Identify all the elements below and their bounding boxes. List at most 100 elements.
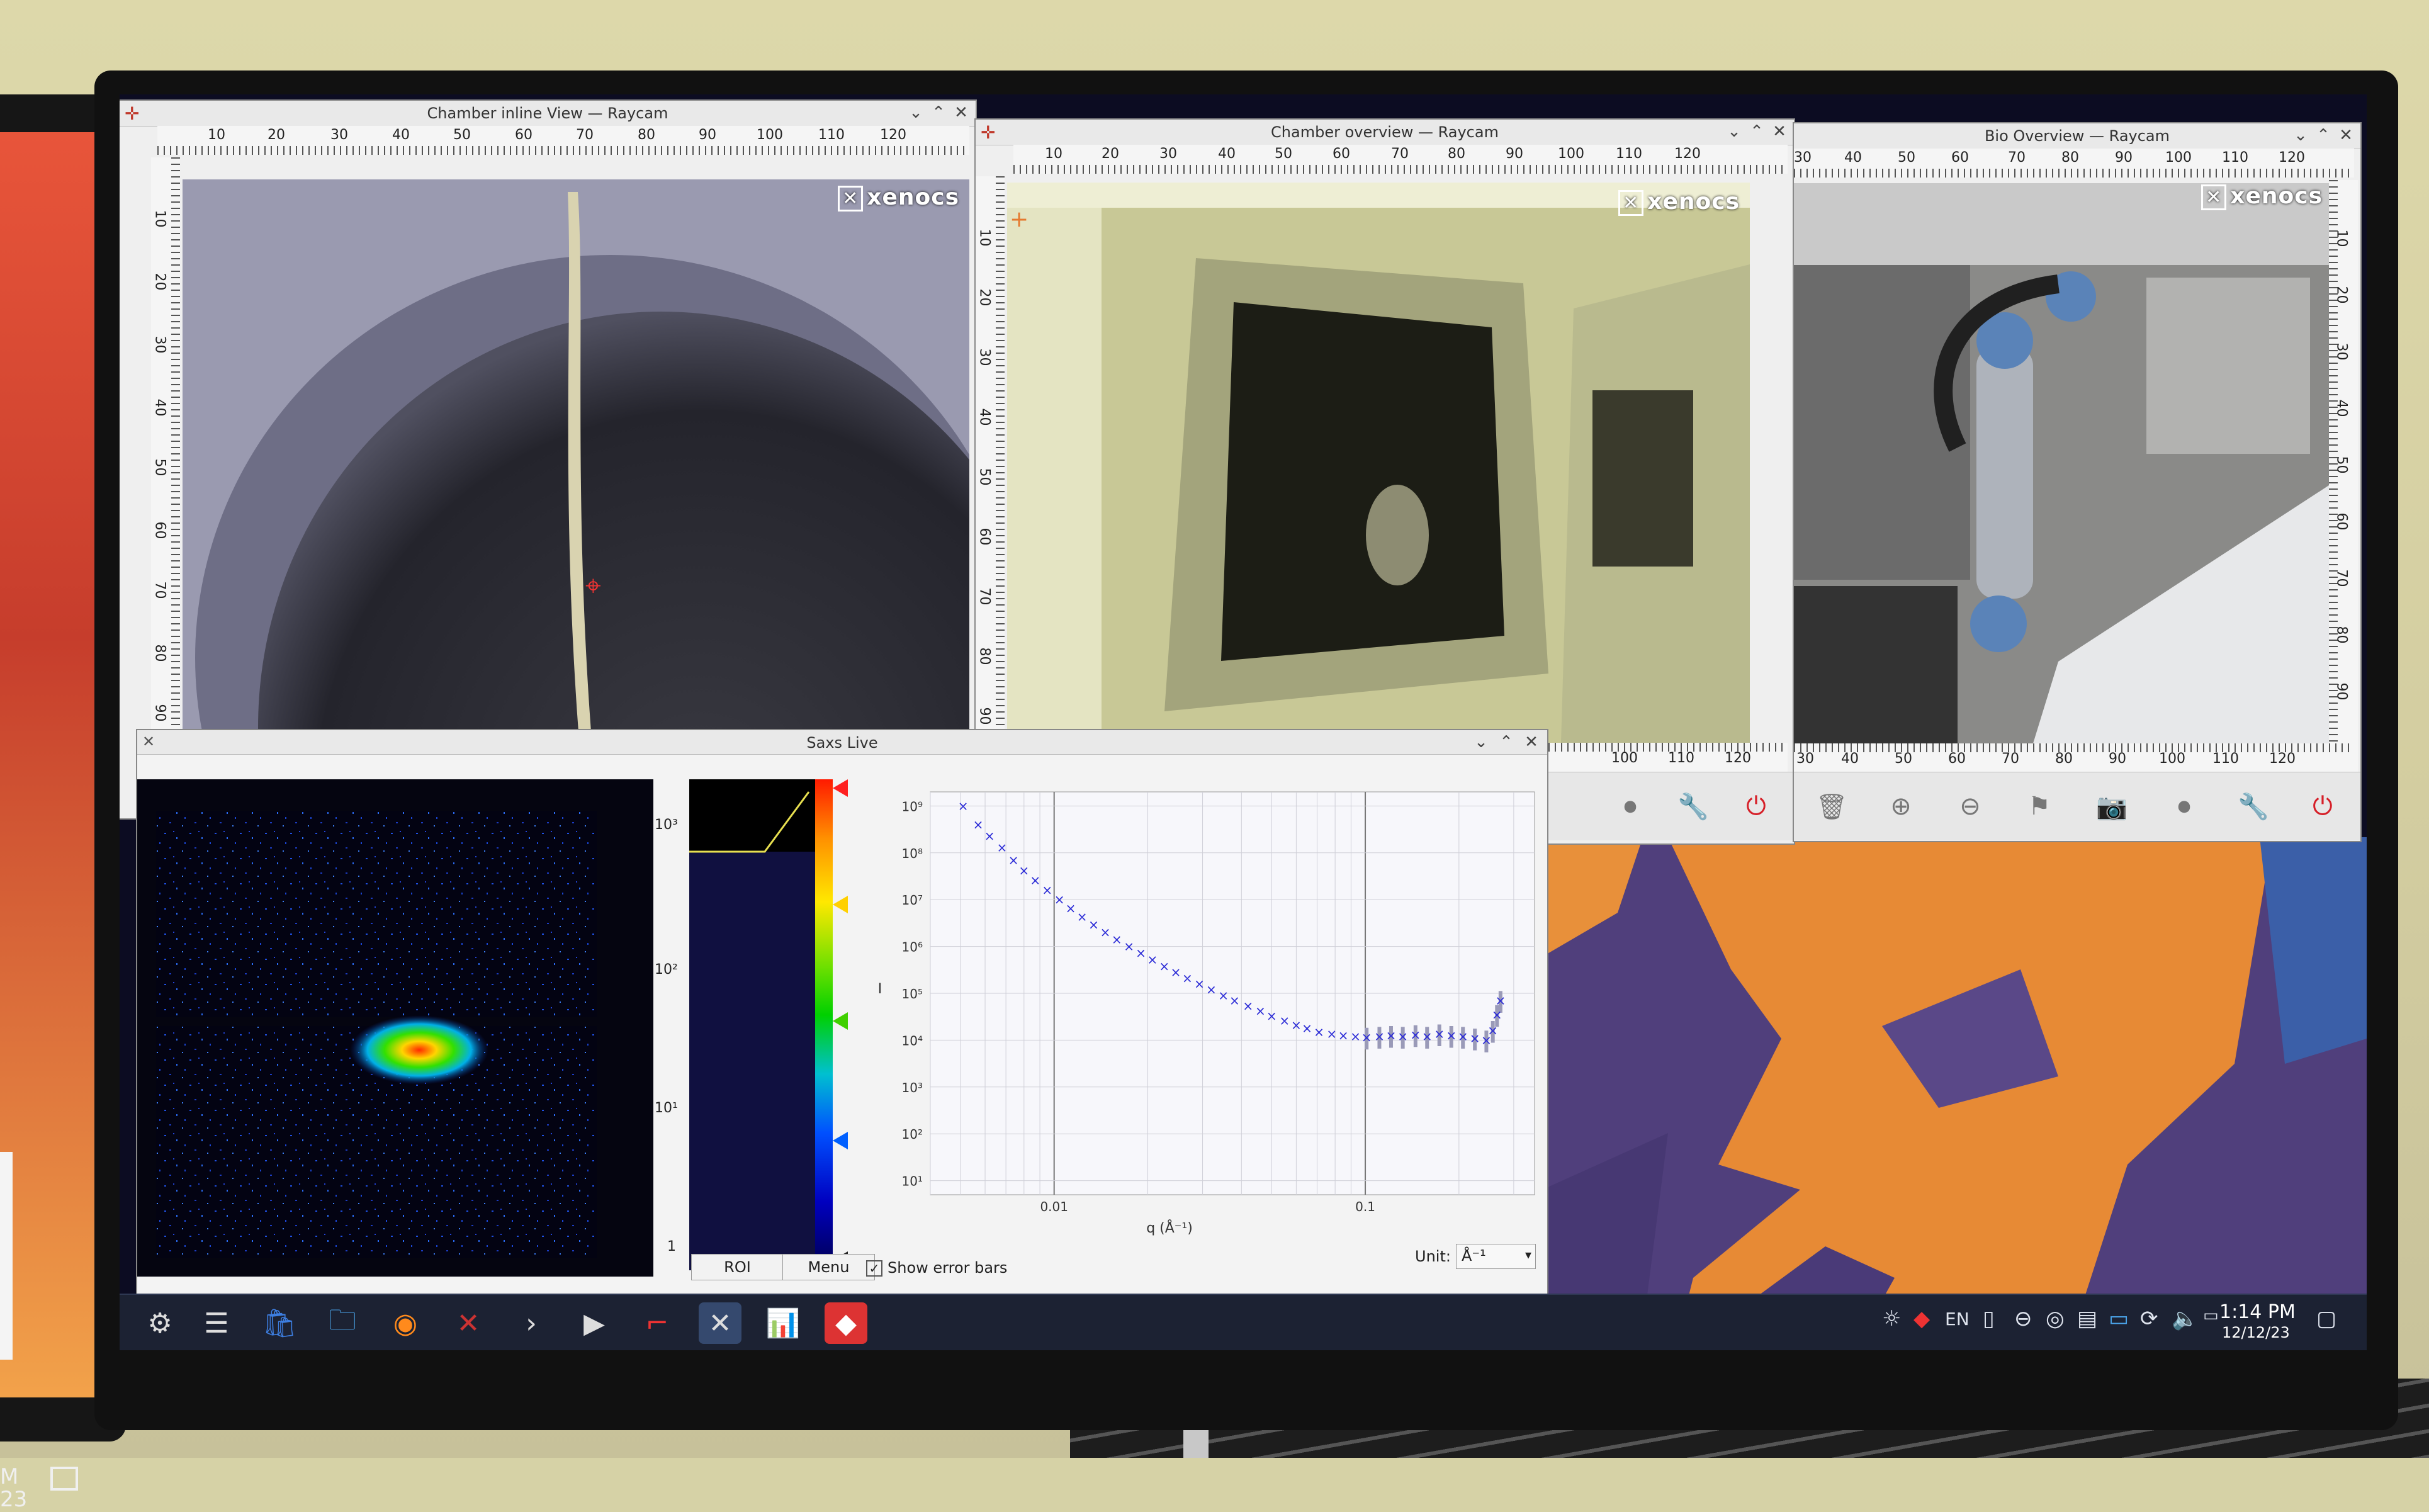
record-icon[interactable]: ⏺ xyxy=(2178,792,2190,821)
language-indicator[interactable]: EN xyxy=(1945,1309,1970,1329)
terminal-icon[interactable]: › xyxy=(526,1307,537,1340)
saxs-live-window[interactable]: ✕ Saxs Live ⌄ ⌃ ✕ xyxy=(137,730,1547,1297)
data-point: × xyxy=(1136,945,1146,961)
close-button[interactable]: ✕ xyxy=(1524,733,1538,752)
close-button[interactable]: ✕ xyxy=(1772,122,1786,141)
intensity-plot[interactable]: 10¹ 10² 10³ 10⁴ 10⁵ 10⁶ 10⁷ 10⁸ 10⁹ 0.01 0.1 q (Å⁻¹… xyxy=(861,779,1547,1264)
overview-ruler-top: 10 20 30 40 50 60 70 80 90 100 110 120 xyxy=(1013,145,1788,174)
unit-select[interactable]: Å⁻¹ ▾ xyxy=(1456,1244,1536,1269)
overview-titlebar[interactable]: ✛ Chamber overview — Raycam ⌄ ⌃ ✕ xyxy=(976,120,1794,145)
minimize-button[interactable]: ⌄ xyxy=(2294,126,2308,145)
data-point: × xyxy=(1054,892,1065,907)
bio-camera-feed[interactable]: ✕ xenocs xyxy=(1794,183,2329,743)
gradient-handle[interactable] xyxy=(833,1132,848,1149)
storage-icon[interactable]: ▯ xyxy=(1983,1306,1995,1331)
left-window-edge xyxy=(0,1152,13,1360)
saxs-window-title: Saxs Live xyxy=(806,734,878,752)
maximize-button[interactable]: ⌃ xyxy=(1499,733,1513,752)
roi-button[interactable]: ROI xyxy=(691,1254,784,1280)
settings-icon[interactable]: ☰ xyxy=(204,1307,229,1340)
inline-camera-feed[interactable]: ⌖ ✕ xenocs xyxy=(183,179,969,746)
gradient-handle[interactable] xyxy=(833,779,848,797)
xenocs-active-icon[interactable]: ✕ xyxy=(699,1302,741,1344)
show-desktop-icon[interactable]: ▢ xyxy=(2316,1306,2337,1331)
update-icon[interactable]: ◎ xyxy=(2046,1306,2065,1331)
chamber-inline-window[interactable]: ✛ Chamber inline View — Raycam ⌄ ⌃ ✕ 10 … xyxy=(120,101,976,818)
trash-icon[interactable]: 🗑 xyxy=(1815,792,1848,821)
y-tick-label: 10³ xyxy=(902,1080,923,1095)
histogram-curve xyxy=(689,791,810,853)
data-point: × xyxy=(1410,1027,1421,1042)
clipboard-icon[interactable]: ▤ xyxy=(2077,1306,2098,1331)
data-point: × xyxy=(1124,939,1134,954)
colorbar-tick: 10³ xyxy=(655,817,678,833)
xenocs-icon[interactable]: ✕ xyxy=(456,1307,480,1340)
clock-date[interactable]: 12/12/23 xyxy=(2222,1324,2290,1341)
detector-image[interactable] xyxy=(137,779,653,1277)
raycam-app-icon: ✛ xyxy=(981,122,996,143)
minimize-button[interactable]: ⌄ xyxy=(1474,733,1488,752)
launcher-icon[interactable]: ⚙ xyxy=(147,1307,172,1340)
wrench-icon[interactable]: 🔧 xyxy=(1677,792,1709,821)
folder-icon[interactable]: 🗀 xyxy=(329,1304,356,1336)
bio-window-title: Bio Overview — Raycam xyxy=(1984,127,2170,145)
do-not-disturb-icon[interactable]: ⊖ xyxy=(2014,1306,2032,1331)
overview-ruler-left: 10 20 30 40 50 60 70 80 90 xyxy=(976,176,1005,799)
close-button[interactable]: ✕ xyxy=(2339,126,2353,145)
gradient-handle[interactable] xyxy=(833,1012,848,1030)
play-icon[interactable]: ▶ xyxy=(583,1307,605,1340)
volume-icon[interactable]: 🔈 xyxy=(2172,1306,2199,1331)
show-error-bars-checkbox[interactable]: ✓ Show error bars xyxy=(866,1259,1007,1277)
app-icon[interactable]: ⌐ xyxy=(645,1307,669,1340)
zoom-in-icon[interactable]: ⊕ xyxy=(1890,792,1912,821)
color-gradient-bar[interactable] xyxy=(815,779,833,1270)
display-icon[interactable]: ▭ xyxy=(2109,1306,2129,1331)
bio-overview-window[interactable]: Bio Overview — Raycam ⌄ ⌃ ✕ 30 40 50 60 … xyxy=(1794,123,2360,841)
store-icon[interactable]: 🛍 xyxy=(262,1307,297,1340)
data-point: × xyxy=(1302,1020,1312,1035)
checkbox-checked-icon[interactable]: ✓ xyxy=(866,1260,882,1277)
camera-icon[interactable]: 📷 xyxy=(2096,792,2127,821)
overview-window-title: Chamber overview — Raycam xyxy=(1271,123,1499,141)
intensity-plot-svg: 10¹ 10² 10³ 10⁴ 10⁵ 10⁶ 10⁷ 10⁸ 10⁹ 0.01 0.1 q (Å⁻¹… xyxy=(878,791,1535,1236)
bio-titlebar[interactable]: Bio Overview — Raycam ⌄ ⌃ ✕ xyxy=(1794,123,2360,149)
data-point: × xyxy=(1338,1028,1349,1043)
close-button[interactable]: ✕ xyxy=(954,103,968,122)
power-icon[interactable]: ⏻ xyxy=(1746,792,1766,821)
left-monitor-screen xyxy=(0,132,94,1397)
gradient-handle[interactable] xyxy=(833,896,848,913)
data-point: × xyxy=(1470,1030,1480,1046)
menu-button[interactable]: Menu xyxy=(782,1254,875,1280)
anydesk-icon[interactable]: ◆ xyxy=(825,1302,867,1344)
record-icon[interactable]: ⏺ xyxy=(1624,792,1637,821)
saxs-titlebar[interactable]: ✕ Saxs Live ⌄ ⌃ ✕ xyxy=(137,730,1547,755)
bio-ruler-right: 10 20 30 40 50 60 70 80 90 xyxy=(2329,180,2358,778)
maximize-button[interactable]: ⌃ xyxy=(2316,126,2330,145)
clock-time[interactable]: 1:14 PM xyxy=(2219,1301,2296,1323)
maximize-button[interactable]: ⌃ xyxy=(932,103,945,122)
power-icon[interactable]: ⏻ xyxy=(2313,792,2333,821)
maximize-button[interactable]: ⌃ xyxy=(1750,122,1764,141)
data-point: × xyxy=(1458,1029,1468,1044)
data-point: × xyxy=(1434,1027,1445,1042)
chevron-down-icon: ▾ xyxy=(1524,1247,1531,1262)
wrench-icon[interactable]: 🔧 xyxy=(2238,792,2269,821)
minimize-button[interactable]: ⌄ xyxy=(1727,122,1741,141)
firefox-icon[interactable]: ◉ xyxy=(393,1307,418,1340)
xenocs-logo: ✕ xenocs xyxy=(1618,189,1740,216)
notification-icon[interactable]: ☼ xyxy=(1882,1306,1902,1331)
minimize-button[interactable]: ⌄ xyxy=(909,103,923,122)
sync-icon[interactable]: ⟳ xyxy=(2140,1306,2158,1331)
anydesk-tray-icon[interactable]: ◆ xyxy=(1913,1306,1930,1331)
histogram-area[interactable] xyxy=(689,779,815,1270)
inline-feed-image: ⌖ xyxy=(183,179,969,746)
zoom-out-icon[interactable]: ⊖ xyxy=(1959,792,1981,821)
data-point: × xyxy=(1218,988,1229,1003)
y-axis-label: I xyxy=(878,981,882,997)
network-icon[interactable]: ▭ xyxy=(2203,1306,2219,1325)
overview-camera-feed[interactable]: + ✕ xenocs xyxy=(1007,183,1750,743)
inline-titlebar[interactable]: ✛ Chamber inline View — Raycam ⌄ ⌃ ✕ xyxy=(120,101,976,127)
show-desktop-icon[interactable] xyxy=(50,1467,78,1491)
chart-icon[interactable]: 📊 xyxy=(765,1307,801,1340)
flag-icon[interactable]: ⚑ xyxy=(2028,792,2051,821)
